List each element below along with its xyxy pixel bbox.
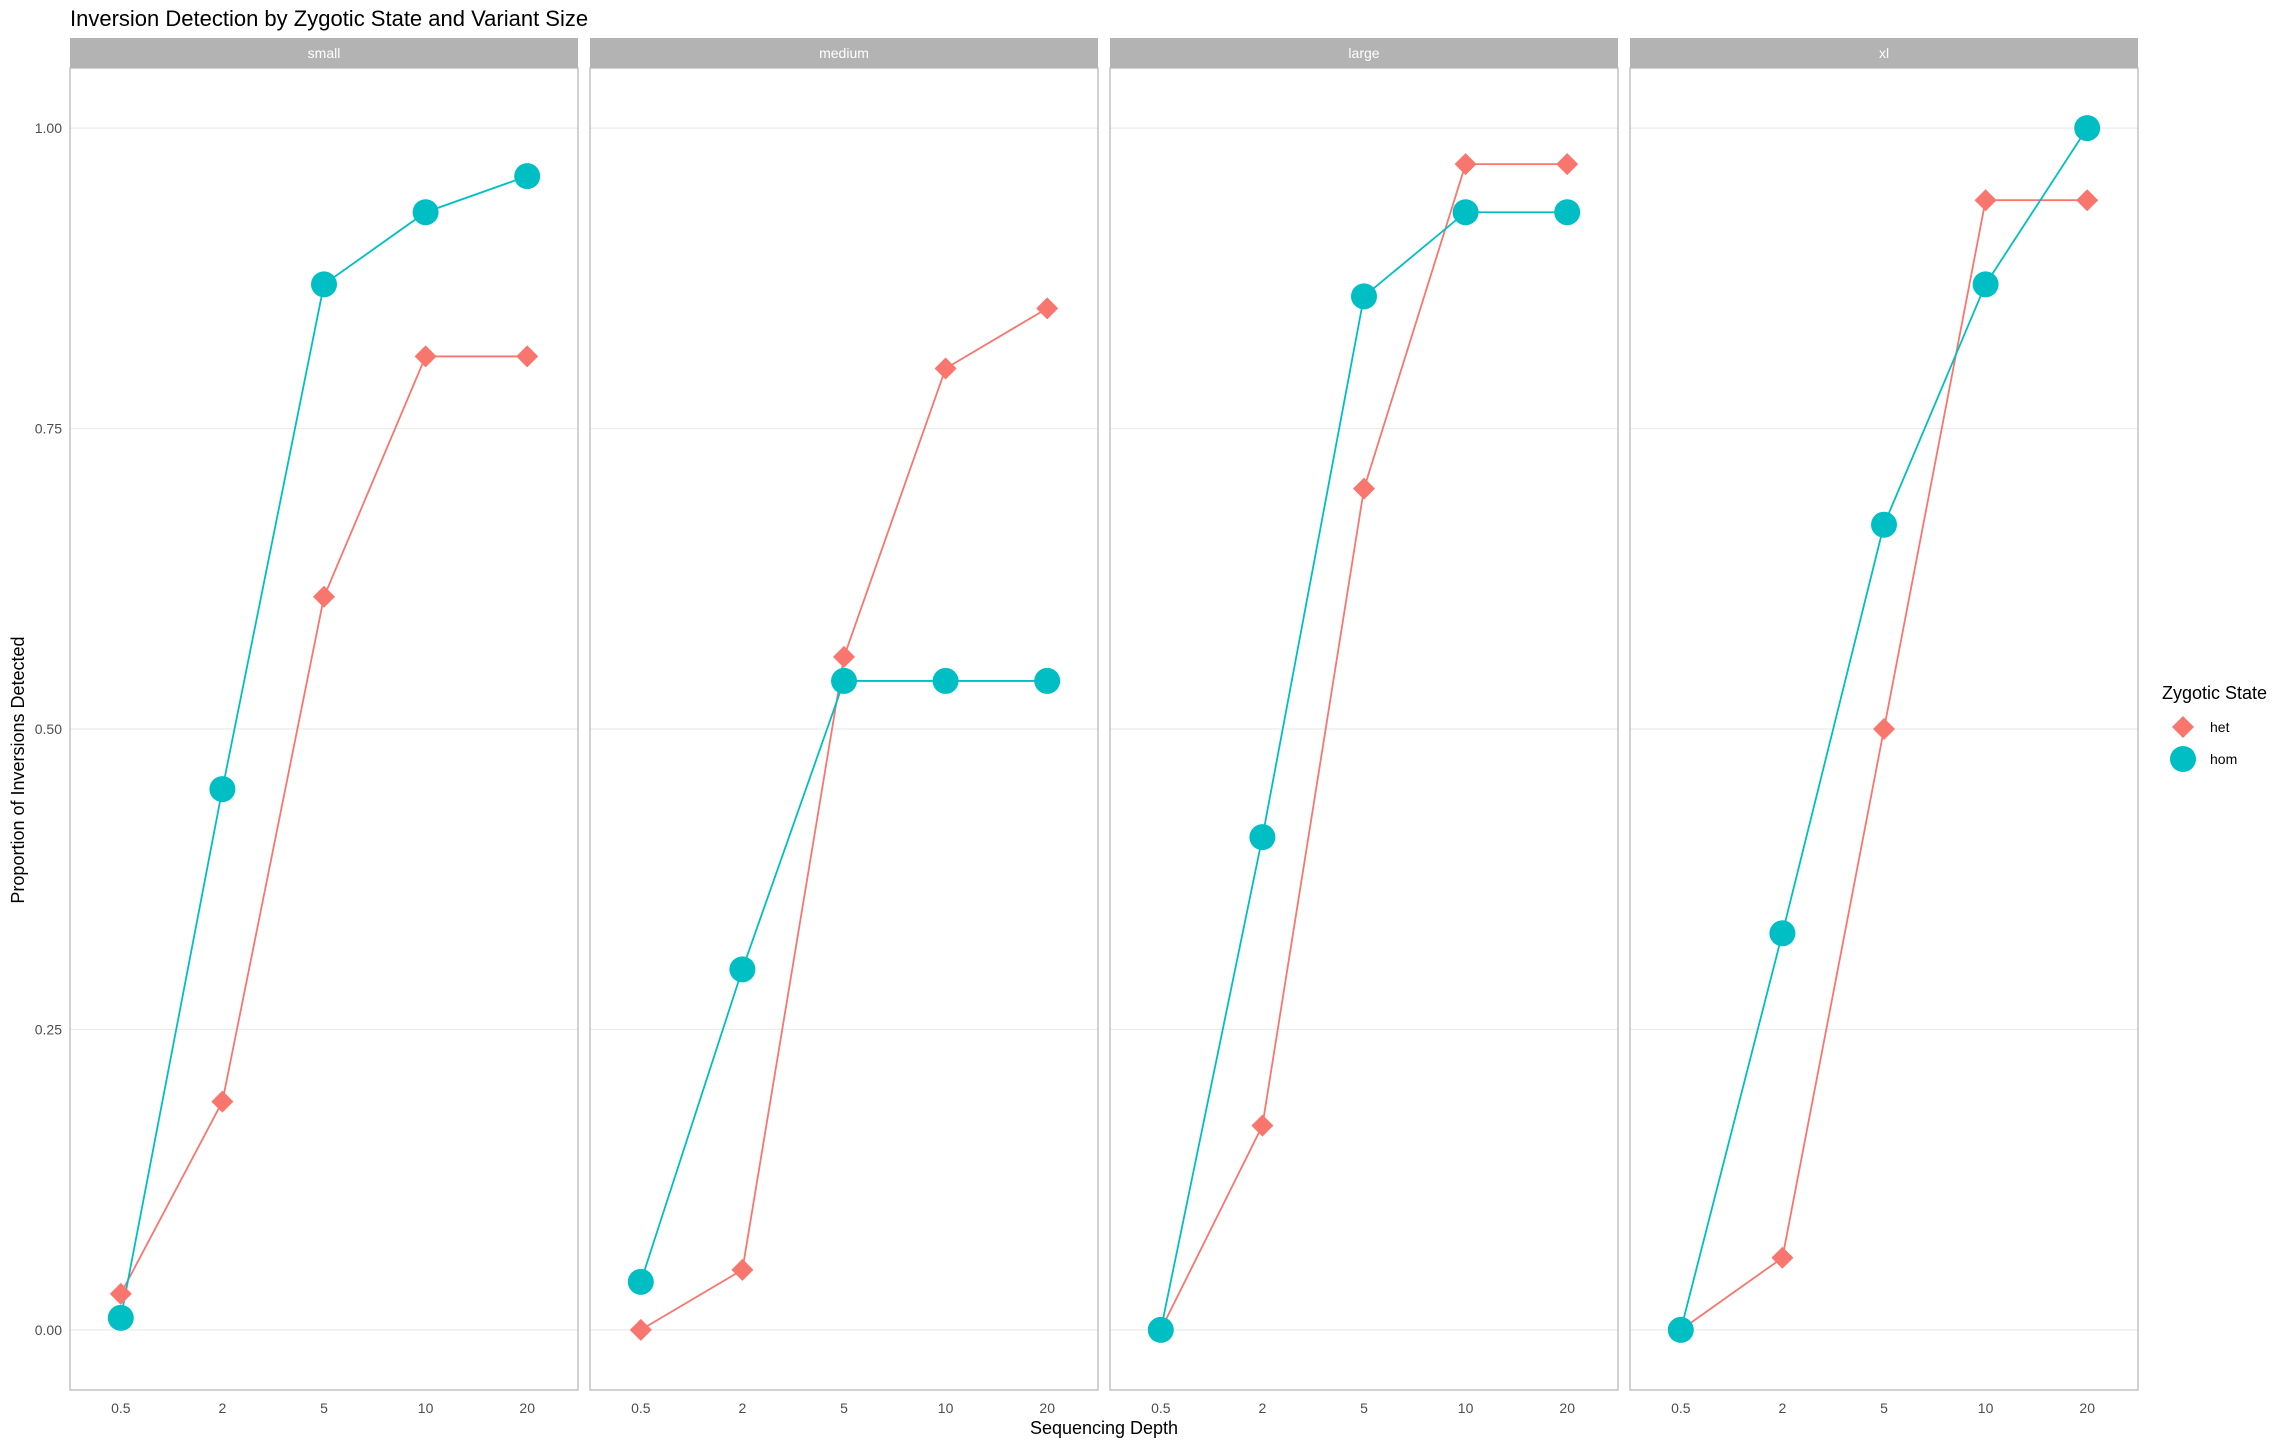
panel-small: small 0.5 2 5 10 20 xyxy=(69,38,579,1416)
x-tick-label: 2 xyxy=(219,1400,227,1416)
data-point-het xyxy=(1251,1114,1274,1137)
legend-key-hom xyxy=(2170,746,2196,772)
x-tick-label: 2 xyxy=(1779,1400,1787,1416)
data-point-het xyxy=(1353,477,1375,500)
data-point-hom xyxy=(209,776,236,803)
panel-strip xyxy=(1110,38,1618,68)
data-point-hom xyxy=(627,1268,654,1295)
panel-border xyxy=(589,67,1099,1391)
x-tick-label: 10 xyxy=(1978,1400,1994,1416)
x-tick-label: 20 xyxy=(2079,1400,2095,1416)
x-tick-label: 2 xyxy=(1259,1400,1267,1416)
y-tick-label: 0.75 xyxy=(35,421,62,437)
y-tick-label: 0.25 xyxy=(35,1021,62,1037)
data-point-het xyxy=(2076,189,2099,212)
panel-strip-label: xl xyxy=(1879,45,1889,61)
panel-strip xyxy=(590,38,1098,68)
x-tick-label: 0.5 xyxy=(631,1400,651,1416)
data-point-hom xyxy=(932,667,959,694)
legend-label-hom: hom xyxy=(2210,751,2237,767)
x-tick-label: 20 xyxy=(1039,1400,1055,1416)
x-tick-label: 2 xyxy=(739,1400,747,1416)
chart-title: Inversion Detection by Zygotic State and… xyxy=(70,6,588,31)
data-point-hom xyxy=(1452,199,1479,226)
x-tick-label: 20 xyxy=(1559,1400,1575,1416)
y-tick-label: 0.00 xyxy=(35,1322,62,1338)
data-point-het xyxy=(1036,297,1059,320)
data-point-het xyxy=(731,1258,754,1281)
data-point-hom xyxy=(1147,1316,1174,1343)
x-tick-label: 5 xyxy=(840,1400,848,1416)
panel-strip xyxy=(70,38,578,68)
y-axis-label: Proportion of Inversions Detected xyxy=(8,636,28,903)
data-point-hom xyxy=(1667,1316,1694,1343)
data-point-hom xyxy=(1871,511,1897,538)
panel-border xyxy=(69,67,579,1391)
data-point-hom xyxy=(729,956,756,983)
panel-xl: xl 0.5 2 5 10 20 xyxy=(1629,38,2139,1416)
panel-border xyxy=(1109,67,1619,1391)
x-tick-label: 10 xyxy=(938,1400,954,1416)
data-point-hom xyxy=(831,667,857,694)
x-tick-label: 10 xyxy=(418,1400,434,1416)
legend-title: Zygotic State xyxy=(2162,683,2267,703)
panel-large: large 0.5 2 5 10 20 xyxy=(1109,38,1619,1416)
data-point-het xyxy=(1454,153,1477,176)
x-tick-label: 5 xyxy=(1880,1400,1888,1416)
data-point-het xyxy=(1974,189,1997,212)
data-point-het xyxy=(934,357,957,380)
panel-medium: medium 0.5 2 5 10 20 xyxy=(589,38,1099,1416)
data-point-het xyxy=(1771,1246,1794,1269)
panel-border xyxy=(1629,67,2139,1391)
data-point-het xyxy=(313,585,335,608)
x-tick-label: 5 xyxy=(320,1400,328,1416)
legend-label-het: het xyxy=(2210,719,2230,735)
data-point-het xyxy=(833,645,855,668)
data-point-het xyxy=(1556,153,1579,176)
x-tick-label: 0.5 xyxy=(1151,1400,1171,1416)
data-point-hom xyxy=(1554,199,1581,226)
data-point-hom xyxy=(1249,824,1276,851)
panel-strip xyxy=(1630,38,2138,68)
y-tick-label: 1.00 xyxy=(35,120,62,136)
data-point-het xyxy=(1873,718,1895,740)
panel-strip-label: large xyxy=(1348,45,1379,61)
x-axis-label: Sequencing Depth xyxy=(1030,1418,1178,1438)
data-point-hom xyxy=(1769,920,1796,947)
x-tick-label: 0.5 xyxy=(1671,1400,1691,1416)
data-point-het xyxy=(629,1318,652,1341)
data-point-hom xyxy=(2074,115,2101,142)
data-point-hom xyxy=(107,1304,134,1331)
legend-key-het xyxy=(2172,716,2194,738)
y-tick-label: 0.50 xyxy=(35,721,62,737)
data-point-het xyxy=(109,1282,132,1305)
x-tick-label: 5 xyxy=(1360,1400,1368,1416)
legend: Zygotic State het hom xyxy=(2162,683,2267,772)
data-point-hom xyxy=(514,163,541,190)
data-point-hom xyxy=(1972,271,1999,298)
data-point-het xyxy=(414,345,437,368)
data-point-hom xyxy=(1351,283,1377,310)
panel-strip-label: medium xyxy=(819,45,869,61)
x-tick-label: 0.5 xyxy=(111,1400,131,1416)
panel-strip-label: small xyxy=(308,45,341,61)
data-point-het xyxy=(211,1090,234,1113)
x-tick-label: 20 xyxy=(519,1400,535,1416)
x-tick-label: 10 xyxy=(1458,1400,1474,1416)
data-point-het xyxy=(516,345,539,368)
data-point-hom xyxy=(311,271,337,298)
data-point-hom xyxy=(1034,667,1061,694)
data-point-hom xyxy=(412,199,439,226)
